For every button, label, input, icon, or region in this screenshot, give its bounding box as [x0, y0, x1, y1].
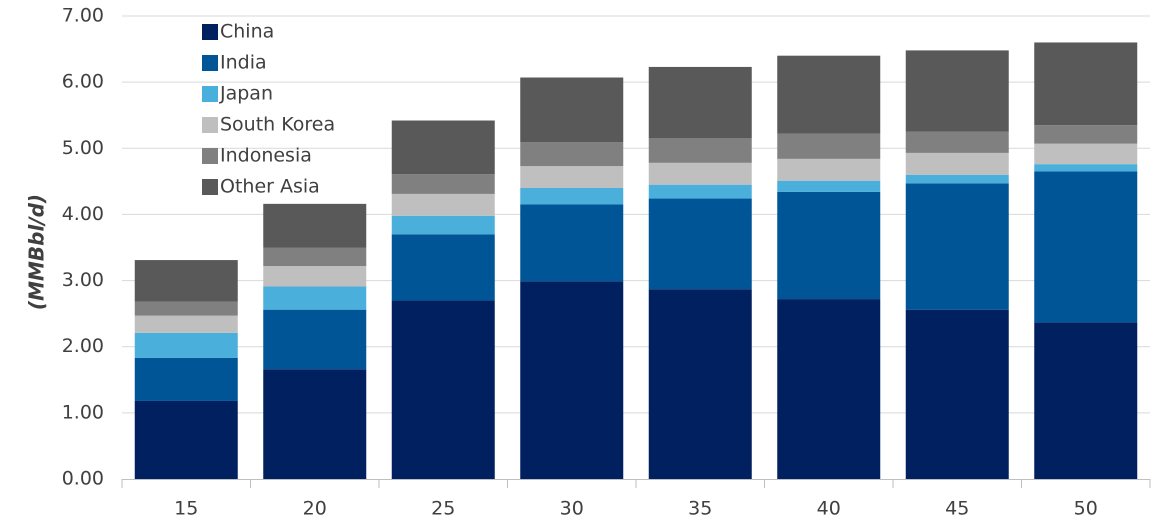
bars [134, 42, 1138, 479]
bar-segment-japan [1034, 164, 1138, 172]
bar-segment-other-asia [1034, 42, 1138, 126]
bar-segment-other-asia [391, 120, 495, 175]
bar-segment-india [777, 191, 881, 300]
x-tick-label: 35 [688, 498, 712, 520]
legend-swatch [202, 117, 218, 133]
legend-item: Japan [202, 83, 273, 105]
bar-segment-south-korea [134, 315, 238, 333]
y-tick-label: 5.00 [62, 137, 104, 159]
legend-label: China [220, 21, 274, 43]
bar-segment-other-asia [905, 50, 1009, 132]
bar-segment-south-korea [1034, 143, 1138, 165]
bar-segment-china [263, 369, 367, 479]
bar-segment-indonesia [1034, 125, 1138, 144]
bar-segment-india [905, 183, 1009, 310]
y-tick-label: 0.00 [62, 468, 104, 490]
x-tick-label: 45 [945, 498, 969, 520]
bar-segment-japan [648, 184, 752, 199]
y-tick-label: 4.00 [62, 203, 104, 225]
y-tick-label: 3.00 [62, 269, 104, 291]
bar-segment-india [1034, 171, 1138, 323]
axes [121, 479, 1151, 488]
bar-segment-china [777, 299, 881, 479]
bar-segment-south-korea [777, 158, 881, 181]
bar-segment-japan [777, 180, 881, 192]
bar-segment-india [520, 204, 624, 282]
bar-segment-japan [134, 332, 238, 358]
bar-segment-indonesia [905, 131, 1009, 153]
y-tick-labels: 0.00 1.00 2.00 3.00 4.00 5.00 6.00 7.00 [62, 5, 104, 490]
bar-segment-japan [391, 215, 495, 235]
bar-segment-south-korea [520, 166, 624, 188]
legend-label: Other Asia [220, 176, 320, 198]
x-tick-label: 15 [174, 498, 198, 520]
x-tick-label: 25 [431, 498, 455, 520]
bar-segment-indonesia [520, 142, 624, 167]
bar-segment-south-korea [648, 162, 752, 185]
bar-segment-indonesia [777, 133, 881, 159]
legend-label: Japan [219, 83, 273, 105]
y-tick-label: 6.00 [62, 71, 104, 93]
legend: China India Japan South Korea Indonesia Other… [202, 21, 335, 198]
legend-item: Indonesia [202, 145, 312, 167]
bar-segment-china [134, 400, 238, 479]
y-axis-label: (MMBbl/d) [25, 194, 49, 310]
bar-segment-indonesia [134, 301, 238, 316]
legend-swatch [202, 86, 218, 102]
legend-label: India [220, 52, 267, 74]
legend-label: South Korea [220, 114, 335, 136]
x-tick-label: 50 [1074, 498, 1098, 520]
legend-swatch [202, 55, 218, 71]
bar-segment-india [391, 234, 495, 301]
legend-item: Other Asia [202, 176, 320, 198]
bar-segment-india [134, 357, 238, 401]
bar-segment-china [905, 309, 1009, 479]
bar-segment-indonesia [391, 174, 495, 194]
bar-segment-india [263, 309, 367, 370]
bar-segment-south-korea [391, 193, 495, 216]
x-tick-labels: 15 20 25 30 35 40 45 50 [174, 498, 1098, 520]
bar-segment-japan [520, 187, 624, 205]
bar-segment-other-asia [520, 77, 624, 143]
x-tick-label: 40 [817, 498, 841, 520]
bar-segment-south-korea [263, 266, 367, 287]
y-tick-label: 2.00 [62, 335, 104, 357]
x-tick-label: 20 [303, 498, 327, 520]
bar-segment-other-asia [648, 66, 752, 139]
bar-segment-other-asia [263, 203, 367, 248]
bar-segment-china [648, 289, 752, 479]
bar-segment-japan [263, 286, 367, 310]
bar-segment-other-asia [777, 55, 881, 134]
legend-swatch [202, 148, 218, 164]
x-tick-label: 30 [560, 498, 584, 520]
bar-segment-china [391, 300, 495, 479]
bar-segment-indonesia [263, 247, 367, 267]
bar-segment-china [1034, 322, 1138, 479]
legend-label: Indonesia [220, 145, 312, 167]
legend-item: China [202, 21, 274, 43]
legend-swatch [202, 179, 218, 195]
bar-segment-indonesia [648, 138, 752, 163]
y-tick-label: 7.00 [62, 5, 104, 27]
bar-segment-other-asia [134, 260, 238, 302]
bar-segment-india [648, 198, 752, 290]
bar-segment-china [520, 281, 624, 479]
legend-swatch [202, 24, 218, 40]
legend-item: India [202, 52, 267, 74]
bar-segment-south-korea [905, 152, 1009, 175]
y-tick-label: 1.00 [62, 401, 104, 423]
bar-segment-japan [905, 174, 1009, 184]
legend-item: South Korea [202, 114, 335, 136]
